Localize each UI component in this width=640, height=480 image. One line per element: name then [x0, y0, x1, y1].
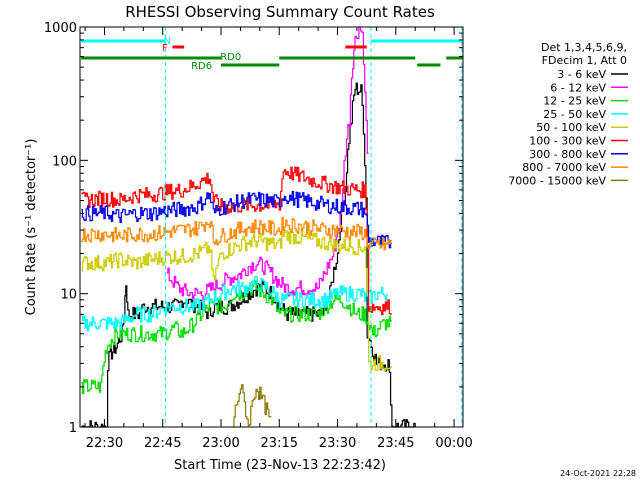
series-line-6-12-kev — [166, 26, 369, 301]
y-tick-label-100: 100 — [52, 154, 77, 169]
legend-label-300-800-kev: 300 - 800 keV — [529, 148, 606, 161]
legend-label-25-50-kev: 25 - 50 keV — [543, 108, 606, 121]
legend-header-line-1: Det 1,3,4,5,6,9, — [541, 41, 627, 54]
footer-date: 24-Oct-2021 22:28 — [560, 469, 636, 478]
plot-frame — [79, 26, 464, 428]
x-axis-label: Start Time (23-Nov-13 22:23:42) — [174, 458, 386, 473]
x-tick-label-22-30: 22:30 — [86, 436, 123, 451]
y-axis: 1 10 100 1000 — [44, 21, 463, 436]
legend-label-3-6-kev: 3 - 6 keV — [557, 68, 606, 81]
y-tick-label-1: 1 — [69, 421, 77, 436]
series-layer — [81, 26, 416, 428]
flag-label-n: N — [164, 36, 171, 47]
series-line-50-100-kev — [81, 229, 392, 372]
y-tick-label-10: 10 — [60, 288, 77, 303]
legend-label-800-7000-kev: 800 - 7000 keV — [522, 161, 606, 174]
x-tick-label-00-00: 00:00 — [435, 436, 472, 451]
legend: Det 1,3,4,5,6,9, FDecim 1, Att 0 3 - 6 k… — [508, 41, 628, 187]
legend-label-7000-15000-kev: 7000 - 15000 keV — [508, 174, 606, 187]
flag-label-f: F — [162, 43, 168, 54]
x-tick-label-23-00: 23:00 — [202, 436, 239, 451]
series-line-800-7000-kev — [81, 216, 392, 251]
chart-title: RHESSI Observing Summary Count Rates — [125, 3, 435, 21]
x-tick-label-23-30: 23:30 — [319, 436, 356, 451]
y-tick-label-1000: 1000 — [44, 21, 77, 36]
flag-label-rd6: RD6 — [191, 61, 212, 72]
legend-label-50-100-kev: 50 - 100 keV — [536, 121, 606, 134]
legend-label-12-25-kev: 12 - 25 keV — [543, 95, 606, 108]
series-line-7000-15000-kev — [232, 384, 272, 428]
x-tick-label-22-45: 22:45 — [144, 436, 181, 451]
y-axis-label: Count Rate (s⁻¹ detector⁻¹) — [24, 139, 39, 316]
legend-label-100-300-kev: 100 - 300 keV — [529, 135, 606, 148]
x-tick-label-23-45: 23:45 — [377, 436, 414, 451]
x-axis: 22:30 22:45 23:00 23:15 23:30 23:45 00:00 — [84, 27, 473, 451]
flag-layer: NF RD0 RD6 — [81, 27, 463, 427]
flag-label-rd0: RD0 — [220, 52, 241, 63]
x-tick-label-23-15: 23:15 — [261, 436, 298, 451]
legend-header-line-2: FDecim 1, Att 0 — [542, 54, 627, 67]
series-line-300-800-kev — [81, 190, 392, 249]
series-line-25-50-kev — [81, 275, 388, 332]
legend-label-6-12-kev: 6 - 12 keV — [550, 81, 606, 94]
series-line-12-25-kev — [81, 280, 392, 395]
